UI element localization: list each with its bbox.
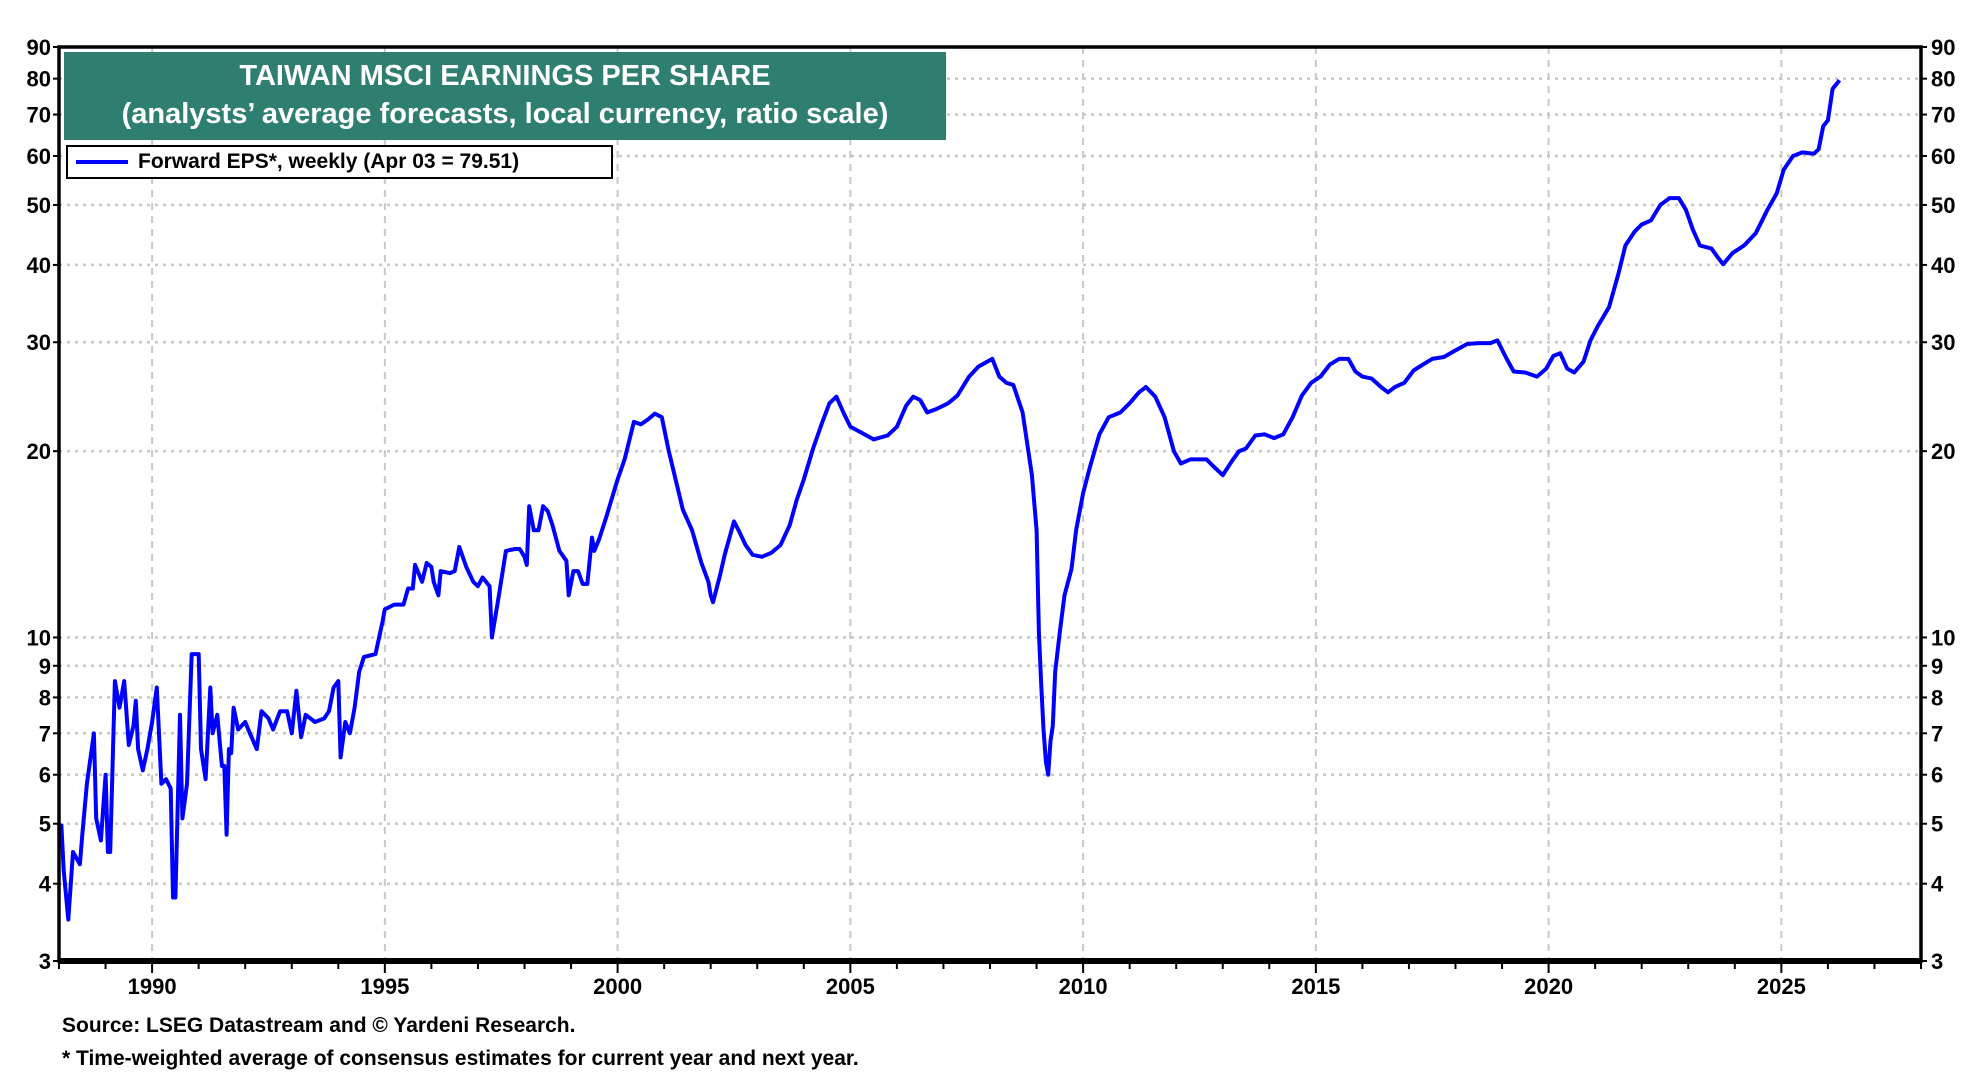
y-tick-label-right: 10 bbox=[1931, 625, 1955, 650]
y-tick-label-left: 50 bbox=[27, 193, 51, 218]
source-note: Source: LSEG Datastream and © Yardeni Re… bbox=[62, 1014, 576, 1037]
y-tick-label-left: 8 bbox=[39, 685, 51, 710]
y-tick-label-right: 3 bbox=[1931, 949, 1943, 974]
y-tick-label-right: 40 bbox=[1931, 253, 1955, 278]
y-tick-label-left: 20 bbox=[27, 439, 51, 464]
x-tick-label: 2000 bbox=[593, 974, 642, 999]
y-tick-label-right: 70 bbox=[1931, 103, 1955, 128]
y-tick-label-right: 30 bbox=[1931, 330, 1955, 355]
y-tick-label-left: 7 bbox=[39, 721, 51, 746]
y-tick-label-left: 4 bbox=[39, 872, 52, 897]
y-tick-label-right: 4 bbox=[1931, 872, 1944, 897]
chart-title: TAIWAN MSCI EARNINGS PER SHARE bbox=[239, 60, 771, 92]
y-tick-label-left: 6 bbox=[39, 763, 51, 788]
y-tick-label-right: 20 bbox=[1931, 439, 1955, 464]
y-tick-label-right: 60 bbox=[1931, 144, 1955, 169]
y-tick-label-left: 70 bbox=[27, 103, 51, 128]
x-tick-label: 2015 bbox=[1291, 974, 1340, 999]
y-tick-label-left: 10 bbox=[27, 625, 51, 650]
y-tick-label-left: 90 bbox=[27, 35, 51, 60]
x-tick-label: 1990 bbox=[128, 974, 177, 999]
y-tick-label-left: 9 bbox=[39, 654, 51, 679]
series-line-forward-eps bbox=[59, 79, 1842, 922]
y-tick-label-left: 30 bbox=[27, 330, 51, 355]
x-tick-label: 2010 bbox=[1059, 974, 1108, 999]
x-tick-label: 2020 bbox=[1524, 974, 1573, 999]
legend-swatch bbox=[76, 160, 128, 164]
y-tick-label-left: 40 bbox=[27, 253, 51, 278]
y-tick-label-right: 5 bbox=[1931, 812, 1943, 837]
y-tick-label-right: 8 bbox=[1931, 685, 1943, 710]
y-tick-label-right: 50 bbox=[1931, 193, 1955, 218]
y-tick-label-left: 3 bbox=[39, 949, 51, 974]
y-tick-label-right: 80 bbox=[1931, 67, 1955, 92]
x-tick-label: 2025 bbox=[1757, 974, 1806, 999]
chart-title-box: TAIWAN MSCI EARNINGS PER SHARE (analysts… bbox=[64, 52, 946, 140]
y-tick-label-left: 60 bbox=[27, 144, 51, 169]
grid bbox=[59, 47, 1921, 961]
legend: Forward EPS*, weekly (Apr 03 = 79.51) bbox=[66, 145, 613, 179]
y-tick-label-right: 90 bbox=[1931, 35, 1955, 60]
y-tick-label-left: 5 bbox=[39, 812, 51, 837]
x-tick-label: 2005 bbox=[826, 974, 875, 999]
legend-label: Forward EPS*, weekly (Apr 03 = 79.51) bbox=[138, 150, 520, 173]
chart-subtitle: (analysts’ average forecasts, local curr… bbox=[121, 98, 889, 130]
series-layer bbox=[59, 79, 1842, 922]
y-tick-label-right: 7 bbox=[1931, 721, 1943, 746]
x-tick-label: 1995 bbox=[360, 974, 409, 999]
y-tick-label-right: 9 bbox=[1931, 654, 1943, 679]
footnote: * Time-weighted average of consensus est… bbox=[62, 1047, 859, 1070]
y-tick-label-right: 6 bbox=[1931, 763, 1943, 788]
y-tick-label-left: 80 bbox=[27, 67, 51, 92]
